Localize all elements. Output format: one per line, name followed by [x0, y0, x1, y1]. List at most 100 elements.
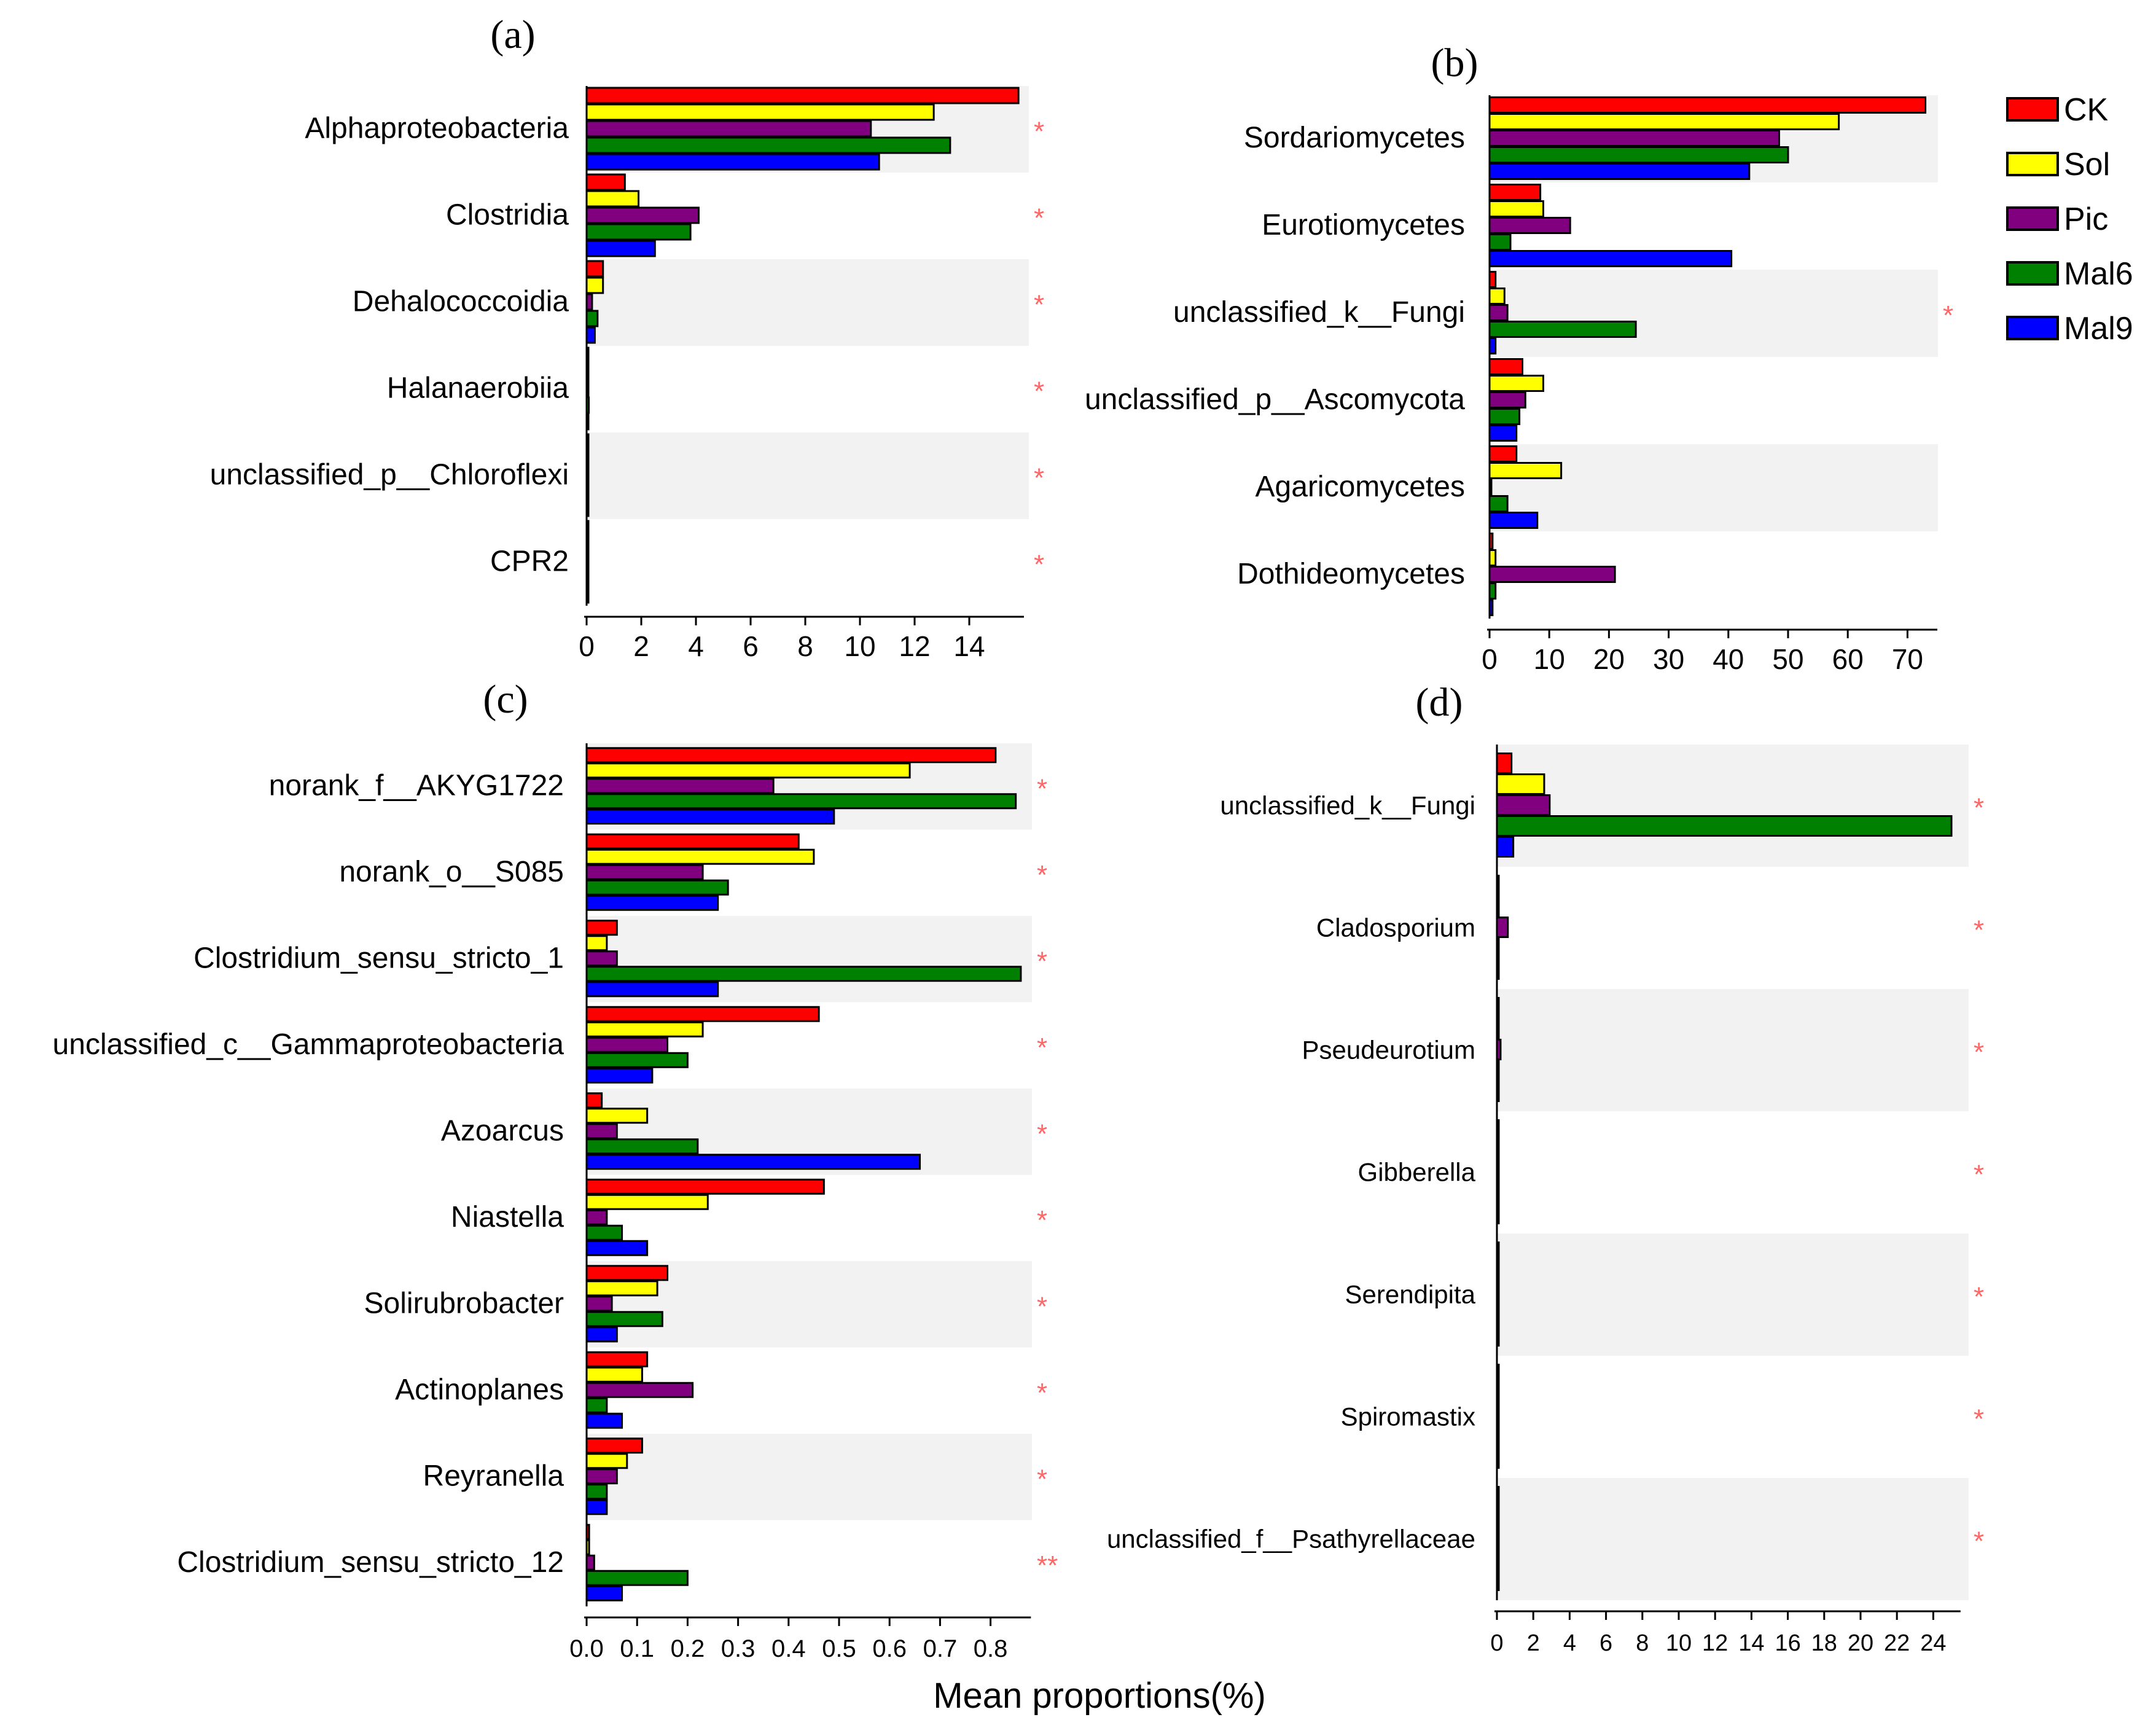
- bar-sol: [585, 1280, 658, 1297]
- x-tick-label: 24: [1920, 1630, 1946, 1656]
- bar-ck: [1496, 753, 1513, 774]
- bar-pic: [585, 864, 704, 880]
- bar-mal6: [585, 793, 1017, 810]
- x-tick-label: 20: [1593, 643, 1625, 675]
- bar-ck: [585, 260, 604, 278]
- bar-ck: [585, 1092, 603, 1109]
- category-label: Halanaerobiia: [387, 372, 569, 405]
- legend-label: Pic: [2064, 201, 2108, 237]
- bar-mal9: [585, 808, 835, 825]
- bar-pic: [1496, 917, 1509, 938]
- significance-marker: *: [1037, 773, 1047, 803]
- bar-mal6: [1488, 146, 1789, 163]
- legend-swatch-ck: [2006, 97, 2059, 122]
- category-label: Actinoplanes: [395, 1374, 564, 1406]
- bar-ck: [585, 1437, 643, 1454]
- row-band: [1497, 1234, 1969, 1356]
- x-tick-label: 18: [1811, 1630, 1837, 1656]
- x-tick-label: 0.8: [974, 1635, 1008, 1662]
- significance-marker: *: [1037, 946, 1047, 976]
- x-tick-label: 0.7: [923, 1635, 958, 1662]
- bar-pic: [585, 1554, 595, 1571]
- x-tick-label: 2: [633, 630, 649, 662]
- bar-pic: [1488, 304, 1509, 321]
- bar-mal9: [585, 1240, 649, 1256]
- panel-title: (c): [483, 677, 528, 722]
- bar-mal6: [585, 1397, 608, 1413]
- category-label: Alphaproteobacteria: [305, 112, 569, 145]
- bar-mal9: [1488, 512, 1539, 529]
- bar-sol: [585, 276, 604, 294]
- bar-mal9: [585, 153, 880, 171]
- bar-mal9: [585, 326, 596, 344]
- legend-label: Sol: [2064, 147, 2110, 182]
- bar-ck: [1488, 184, 1542, 201]
- bar-ck: [585, 833, 800, 850]
- bar-pic: [1488, 391, 1526, 409]
- bar-mal6: [585, 1311, 663, 1327]
- bar-pic: [585, 206, 700, 224]
- x-tick-label: 0.0: [569, 1635, 604, 1662]
- row-band: [1497, 989, 1969, 1111]
- bar-mal6: [1488, 233, 1512, 251]
- category-label: Dothideomycetes: [1237, 558, 1465, 590]
- category-label: Sordariomycetes: [1244, 122, 1465, 154]
- category-label: Clostridium_sensu_stricto_1: [193, 942, 564, 974]
- category-label: CPR2: [490, 545, 569, 578]
- significance-marker: *: [1037, 1119, 1047, 1149]
- bar-sol: [585, 1453, 628, 1469]
- significance-marker: *: [1037, 1378, 1047, 1408]
- bar-mal6: [1496, 815, 1953, 837]
- x-tick-label: 70: [1892, 643, 1923, 675]
- bar-mal9: [1488, 424, 1518, 442]
- x-tick-label: 8: [797, 630, 813, 662]
- bar-mal6: [585, 1138, 699, 1155]
- significance-marker: *: [1034, 463, 1044, 493]
- x-tick-label: 0: [1490, 1630, 1503, 1656]
- x-tick-label: 6: [743, 630, 759, 662]
- bar-mal9: [1496, 836, 1515, 858]
- significance-marker: *: [1034, 290, 1044, 320]
- category-label: Spiromastix: [1341, 1402, 1475, 1431]
- bar-mal6: [585, 1484, 608, 1500]
- x-tick-label: 22: [1884, 1630, 1910, 1656]
- row-band: [1497, 1478, 1969, 1600]
- x-tick-label: 0.4: [771, 1635, 806, 1662]
- category-label: Gibberella: [1358, 1158, 1476, 1187]
- bar-mal6: [1488, 321, 1637, 338]
- x-tick-label: 14: [953, 630, 985, 662]
- significance-marker: *: [1974, 1404, 1984, 1434]
- significance-marker: *: [1034, 550, 1044, 580]
- x-tick-label: 2: [1527, 1630, 1540, 1656]
- bar-ck: [1488, 445, 1518, 463]
- row-band: [1490, 444, 1938, 531]
- category-label: Agaricomycetes: [1256, 471, 1465, 503]
- significance-marker: *: [1037, 860, 1047, 890]
- x-tick-label: 6: [1599, 1630, 1612, 1656]
- bar-sol: [585, 1021, 704, 1038]
- panel-title: (a): [490, 12, 535, 57]
- x-tick-label: 0: [579, 630, 595, 662]
- bar-pic: [585, 1209, 608, 1226]
- legend-swatch-sol: [2006, 152, 2059, 176]
- significance-marker: *: [1974, 1282, 1984, 1312]
- x-tick-label: 60: [1832, 643, 1864, 675]
- bar-sol: [1488, 375, 1544, 392]
- significance-marker: *: [1037, 1205, 1047, 1235]
- x-tick-label: 10: [1666, 1630, 1692, 1656]
- significance-marker: *: [1037, 1291, 1047, 1321]
- significance-marker: *: [1943, 300, 1953, 330]
- category-label: unclassified_p__Ascomycota: [1085, 383, 1465, 416]
- bar-pic: [585, 120, 872, 138]
- category-label: Reyranella: [423, 1460, 564, 1492]
- bar-mal6: [585, 1052, 689, 1068]
- bar-mal9: [1488, 163, 1751, 180]
- bar-mal9: [585, 1585, 623, 1601]
- x-tick-label: 0.3: [721, 1635, 756, 1662]
- x-tick-label: 50: [1772, 643, 1803, 675]
- bar-ck: [585, 173, 626, 191]
- panel-b: (b) Sordariomycetes Eurotiomycetes unclassi…: [1085, 41, 1953, 675]
- panel-title: (b): [1431, 41, 1478, 85]
- bar-sol: [585, 103, 935, 121]
- bar-mal6: [585, 223, 692, 241]
